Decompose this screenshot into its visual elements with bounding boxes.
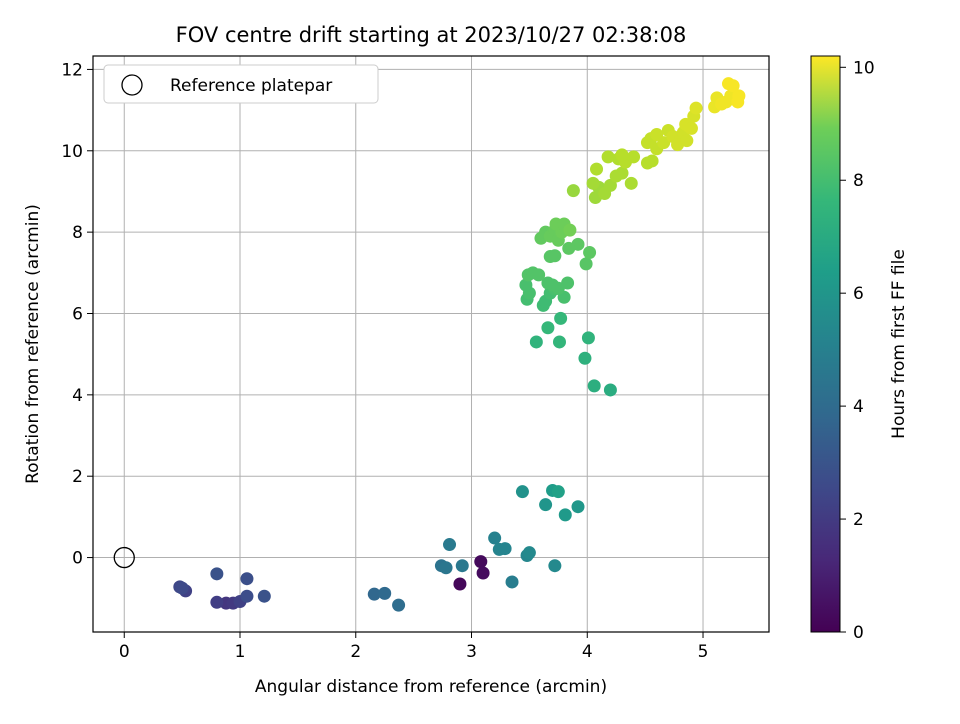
data-point — [522, 546, 536, 560]
y-axis-ticks: 0 2 4 6 8 10 12 — [61, 60, 93, 569]
data-point — [558, 508, 572, 522]
data-point — [367, 587, 381, 601]
y-axis-label: Rotation from reference (arcmin) — [23, 204, 43, 484]
y-tick-label: 12 — [61, 60, 83, 80]
x-tick-label: 5 — [698, 642, 709, 662]
data-point — [240, 572, 254, 586]
data-point — [571, 500, 585, 514]
colorbar: 0 2 4 6 8 10 Hours from first FF file — [810, 55, 909, 643]
data-point — [532, 268, 546, 282]
data-point — [603, 383, 617, 397]
data-point — [257, 589, 271, 603]
reference-marker — [113, 546, 135, 569]
data-point — [488, 531, 502, 545]
data-point — [505, 575, 519, 589]
legend-entry-reference: Reference platepar — [170, 76, 332, 96]
y-tick-label: 4 — [72, 386, 83, 406]
colorbar-ticks: 0 2 4 6 8 10 — [840, 58, 875, 643]
data-point — [615, 166, 629, 180]
data-point — [443, 538, 457, 552]
colorbar-tick-label: 8 — [853, 171, 864, 191]
data-point — [566, 184, 580, 198]
data-point — [551, 485, 565, 499]
data-point — [378, 586, 392, 600]
data-point — [519, 278, 533, 292]
data-point — [474, 555, 488, 569]
colorbar-gradient — [810, 55, 841, 633]
data-point — [579, 257, 593, 271]
colorbar-tick-label: 0 — [853, 623, 864, 643]
legend: Reference platepar — [103, 64, 379, 104]
data-point — [529, 335, 543, 349]
y-tick-label: 10 — [61, 142, 83, 162]
data-point — [624, 176, 638, 190]
colorbar-tick-label: 6 — [853, 284, 864, 304]
data-point — [551, 281, 565, 295]
y-tick-label: 8 — [72, 223, 83, 243]
data-point — [552, 335, 566, 349]
data-point — [562, 241, 576, 255]
data-point — [455, 559, 469, 573]
colorbar-label: Hours from first FF file — [889, 249, 909, 439]
data-point — [603, 178, 617, 192]
x-axis-ticks: 0 1 2 3 4 5 — [119, 632, 709, 662]
legend-marker-icon — [121, 74, 143, 96]
data-point — [210, 595, 224, 609]
y-tick-label: 6 — [72, 304, 83, 324]
data-point — [657, 136, 671, 150]
x-tick-label: 2 — [350, 642, 361, 662]
data-point — [586, 176, 600, 190]
data-point — [615, 148, 629, 162]
data-point — [392, 598, 406, 612]
data-point — [515, 485, 529, 499]
data-point — [645, 154, 659, 168]
data-point — [684, 121, 698, 135]
data-point — [541, 321, 555, 335]
data-point — [563, 223, 577, 237]
data-point — [498, 542, 512, 556]
data-point — [581, 331, 595, 345]
data-point — [175, 581, 189, 595]
data-point — [476, 566, 490, 580]
reference-point — [113, 546, 135, 569]
y-tick-label: 0 — [72, 549, 83, 569]
x-tick-label: 1 — [235, 642, 246, 662]
colorbar-tick-label: 2 — [853, 510, 864, 530]
data-point — [578, 351, 592, 365]
data-point — [539, 498, 553, 512]
data-point — [439, 561, 453, 575]
data-point — [453, 577, 467, 591]
data-points — [173, 77, 746, 612]
data-point — [680, 134, 694, 148]
data-point — [726, 79, 740, 93]
x-tick-label: 0 — [119, 642, 130, 662]
data-point — [583, 245, 597, 259]
data-point — [590, 162, 604, 176]
data-point — [210, 567, 224, 581]
x-tick-label: 3 — [466, 642, 477, 662]
data-point — [541, 276, 555, 290]
chart-title: FOV centre drift starting at 2023/10/27 … — [176, 23, 687, 47]
data-point — [548, 559, 562, 573]
data-point — [732, 89, 746, 103]
colorbar-tick-label: 4 — [853, 397, 864, 417]
data-point — [689, 101, 703, 115]
data-point — [601, 150, 615, 164]
legend-box — [103, 64, 379, 104]
data-point — [554, 311, 568, 325]
x-tick-label: 4 — [582, 642, 593, 662]
data-point — [627, 150, 641, 164]
data-point — [240, 589, 254, 603]
y-tick-label: 2 — [72, 467, 83, 487]
plot-frame — [92, 55, 770, 633]
colorbar-tick-label: 10 — [853, 58, 875, 78]
x-axis-label: Angular distance from reference (arcmin) — [255, 677, 607, 697]
data-point — [548, 249, 562, 263]
data-point — [587, 379, 601, 393]
